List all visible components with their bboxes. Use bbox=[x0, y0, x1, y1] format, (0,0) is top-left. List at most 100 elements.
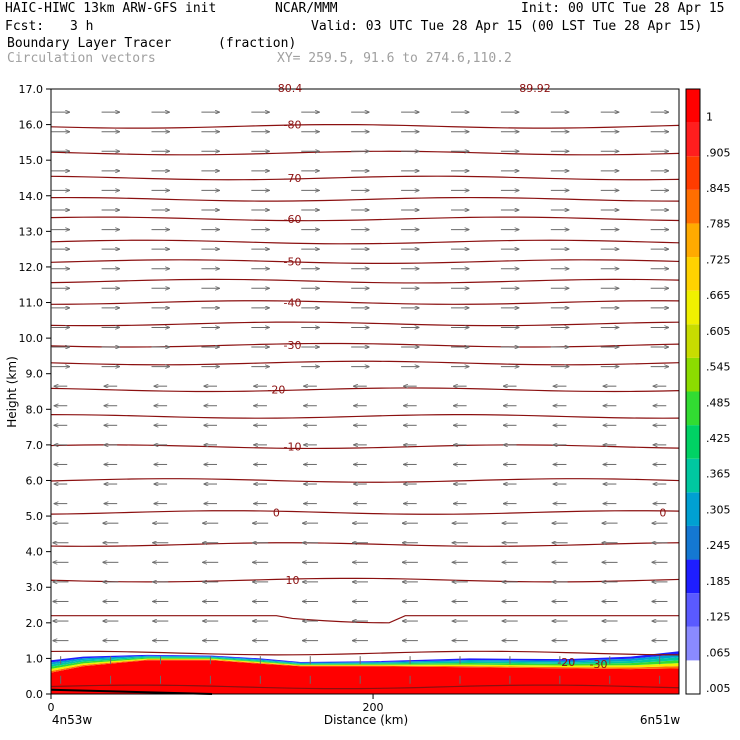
y-tick-label: 11.0 bbox=[19, 297, 44, 310]
temperature-contour bbox=[50, 360, 680, 366]
colorbar-label: .425 bbox=[706, 432, 731, 445]
plot-frame bbox=[50, 88, 680, 695]
y-tick-label: 0.0 bbox=[26, 688, 44, 701]
temperature-contour bbox=[50, 577, 680, 583]
terrain-line bbox=[50, 688, 213, 695]
colorbar-segment bbox=[686, 257, 700, 291]
colorbar-label: .905 bbox=[706, 146, 731, 159]
temperature-contour bbox=[50, 216, 680, 222]
tracer-band bbox=[51, 654, 679, 665]
colorbar-label: .365 bbox=[706, 468, 731, 481]
contour-label: -60 bbox=[284, 213, 302, 226]
temperature-contour bbox=[50, 414, 680, 419]
xy-range: XY= 259.5, 91.6 to 274.6,110.2 bbox=[277, 51, 512, 66]
tracer-band bbox=[51, 651, 679, 663]
colorbar-segment bbox=[686, 189, 700, 224]
colorbar-segment bbox=[686, 660, 700, 694]
x-tick-label: 200 bbox=[363, 701, 384, 714]
field-units: (fraction) bbox=[218, 36, 297, 51]
contour-label: -70 bbox=[284, 172, 302, 185]
contour-label: -30 bbox=[284, 339, 302, 352]
x-right-endpoint: 6n51w bbox=[640, 713, 681, 727]
contour-label: 10 bbox=[286, 574, 300, 587]
colorbar-segment bbox=[686, 391, 700, 426]
y-tick-label: 15.0 bbox=[19, 154, 44, 167]
temperature-contour bbox=[50, 342, 680, 348]
tracer-band bbox=[51, 659, 679, 673]
y-tick-label: 3.0 bbox=[26, 581, 44, 594]
y-tick-label: 7.0 bbox=[26, 439, 44, 452]
colorbar-label: .665 bbox=[706, 289, 731, 302]
top-label-1: 80.4 bbox=[278, 82, 303, 95]
temperature-contour bbox=[50, 123, 680, 129]
temperature-contour bbox=[50, 444, 680, 450]
y-tick-label: 17.0 bbox=[19, 83, 44, 96]
colorbar-segment bbox=[686, 425, 700, 459]
temperature-contour bbox=[50, 300, 680, 305]
colorbar-label: .065 bbox=[706, 646, 731, 659]
y-axis: 0.0 1.0 2.0 3.0 4.0 5.0 6.0 7.0 8.0 9.0 10.0 11.0 12… bbox=[19, 83, 51, 701]
forecast-label: Fcst: bbox=[5, 19, 45, 34]
colorbar-segment bbox=[686, 89, 700, 123]
colorbar-label: .605 bbox=[706, 325, 731, 338]
circulation-vectors bbox=[51, 112, 669, 684]
temperature-contour bbox=[50, 510, 680, 515]
y-tick-label: 13.0 bbox=[19, 225, 44, 238]
y-axis-title: Height (km) bbox=[5, 356, 19, 427]
y-tick-label: 8.0 bbox=[26, 403, 44, 416]
temperature-contour bbox=[50, 321, 680, 327]
temperature-contour bbox=[50, 278, 680, 284]
colorbar-segment bbox=[686, 626, 700, 661]
contour-label: -80 bbox=[284, 119, 302, 132]
y-tick-label: 6.0 bbox=[26, 474, 44, 487]
contour-label: -20 bbox=[267, 384, 285, 397]
temperature-contour bbox=[51, 615, 679, 624]
x-axis-title: Distance (km) bbox=[324, 713, 408, 727]
y-tick-label: 12.0 bbox=[19, 261, 44, 274]
contour-label: 0 bbox=[659, 507, 666, 520]
colorbar-segment bbox=[686, 290, 700, 325]
field-name: Boundary Layer Tracer bbox=[7, 36, 172, 51]
y-tick-label: 1.0 bbox=[26, 652, 44, 665]
temperature-contour bbox=[50, 196, 680, 202]
temperature-contour bbox=[50, 259, 680, 264]
colorbar: .005 .065 .125 .185 .245 .305 .365 .425 .485 .545… bbox=[685, 88, 731, 695]
contour-label: -50 bbox=[284, 256, 302, 269]
y-tick-label: 16.0 bbox=[19, 119, 44, 132]
top-label-2: 89.92 bbox=[519, 82, 551, 95]
forecast-hour: 3 h bbox=[70, 19, 94, 34]
colorbar-segment bbox=[686, 525, 700, 560]
colorbar-label: 1 bbox=[706, 111, 713, 124]
temperature-contour bbox=[50, 542, 680, 547]
temperature-contour bbox=[50, 650, 680, 656]
colorbar-segment bbox=[686, 156, 700, 190]
colorbar-frame bbox=[685, 88, 701, 695]
x-tick-label: 0 bbox=[48, 701, 55, 714]
y-tick-label: 5.0 bbox=[26, 510, 44, 523]
colorbar-label: .545 bbox=[706, 361, 731, 374]
colorbar-label: .725 bbox=[706, 253, 731, 266]
colorbar-label: .245 bbox=[706, 539, 731, 552]
colorbar-segment bbox=[686, 492, 700, 526]
colorbar-label: .005 bbox=[706, 682, 731, 695]
colorbar-segment bbox=[686, 357, 700, 392]
contour-label: -10 bbox=[284, 441, 302, 454]
temperature-contours: -80 -70 -60 -50 -40 -30 -20 -10 0 0 10 -20 -30 bbox=[50, 119, 680, 690]
vector-field-name: Circulation vectors bbox=[7, 51, 156, 66]
temperature-contour bbox=[50, 239, 680, 245]
contour-label: -20 bbox=[557, 656, 575, 669]
y-tick-label: 9.0 bbox=[26, 368, 44, 381]
x-axis: 0 200 bbox=[48, 694, 384, 714]
colorbar-segment bbox=[686, 122, 700, 157]
temperature-contour bbox=[50, 478, 680, 483]
colorbar-segment bbox=[686, 458, 700, 493]
y-tick-label: 2.0 bbox=[26, 617, 44, 630]
tracer-field bbox=[50, 651, 679, 695]
colorbar-segment bbox=[686, 223, 700, 258]
contour-label: 0 bbox=[273, 507, 280, 520]
colorbar-label: .845 bbox=[706, 182, 731, 195]
temperature-contour bbox=[50, 175, 680, 181]
colorbar-segment bbox=[686, 593, 700, 627]
colorbar-label: .485 bbox=[706, 396, 731, 409]
